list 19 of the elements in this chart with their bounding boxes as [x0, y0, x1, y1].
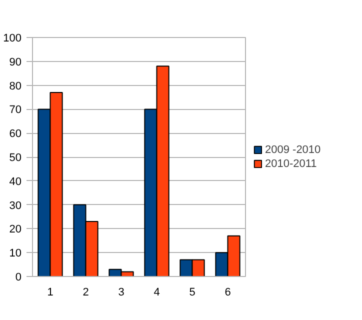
x-tick-label: 5	[189, 286, 196, 298]
x-tick-label: 2	[82, 286, 89, 298]
y-tick-label: 60	[9, 128, 22, 140]
y-tick-label: 0	[15, 272, 22, 284]
y-tick-label: 90	[9, 56, 22, 68]
x-tick-label: 3	[118, 286, 124, 298]
legend-label: 2010-2011	[265, 158, 317, 170]
y-tick-label: 40	[9, 176, 22, 188]
y-tick-label: 20	[9, 224, 22, 236]
y-tick-label: 10	[9, 248, 22, 260]
y-tick-label: 70	[9, 104, 22, 116]
y-tick-label: 100	[3, 32, 22, 44]
x-tick-label: 4	[154, 286, 160, 298]
y-tick-label: 80	[9, 80, 22, 92]
y-tick-label: 50	[9, 152, 22, 164]
x-tick-label: 1	[47, 286, 54, 298]
y-tick-label: 30	[9, 200, 22, 212]
x-tick-label: 6	[224, 286, 231, 298]
legend-label: 2009 -2010	[265, 144, 321, 156]
